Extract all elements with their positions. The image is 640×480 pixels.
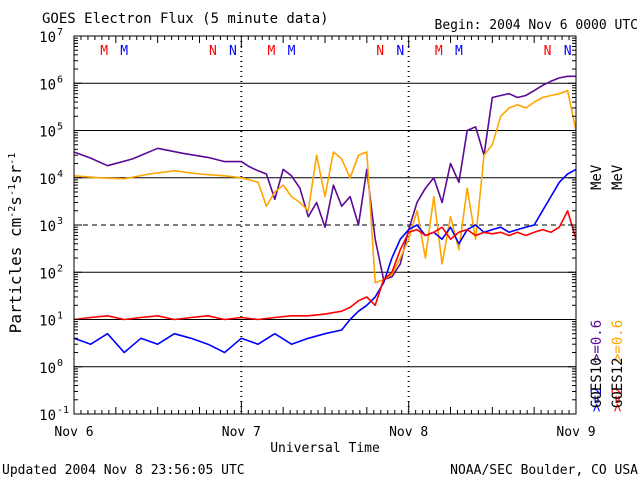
legend-unit-a-group: MeV <box>589 164 605 190</box>
y-tick-exponent: 2 <box>57 263 63 274</box>
y-tick-label: 10 <box>39 125 56 141</box>
x-tick-label: Nov 8 <box>389 425 428 440</box>
begin-time: Begin: 2004 Nov 6 0000 UTC <box>435 18 639 33</box>
mn-marker: N <box>564 44 572 59</box>
legend-sat-goes12: GOES12 <box>610 357 626 408</box>
y-tick-label: 10 <box>39 172 56 188</box>
mn-marker: M <box>455 44 463 59</box>
y-tick-exponent: 4 <box>57 169 63 180</box>
legend-sat-b-wrap: GOES12 <box>610 357 626 408</box>
legend-label-orange: >=0.6 <box>610 320 626 362</box>
y-tick-exponent: 7 <box>57 27 63 38</box>
mn-marker: M <box>100 44 108 59</box>
y-tick-label: 10 <box>39 314 56 330</box>
mn-marker: N <box>229 44 237 59</box>
grid-layer <box>74 36 576 414</box>
x-tick-label: Nov 6 <box>54 425 93 440</box>
y-tick-label: 10 <box>39 361 56 377</box>
legend-sat-a-wrap: GOES10 <box>589 357 605 408</box>
y-axis-title: Particles cm-2s-1sr-1 <box>6 153 25 334</box>
legend-unit-a: MeV <box>589 164 605 190</box>
y-tick-exponent: 6 <box>57 74 63 85</box>
legend-sat-goes10: GOES10 <box>589 357 605 408</box>
y-tick-exponent: 3 <box>57 216 63 227</box>
mn-marker: M <box>288 44 296 59</box>
x-tick-label: Nov 7 <box>222 425 261 440</box>
legend-unit-b: MeV <box>610 164 626 190</box>
chart-title: GOES Electron Flux (5 minute data) <box>42 11 329 27</box>
legend-label-purple: >=0.6 <box>589 320 605 362</box>
y-tick-label: 10 <box>39 30 56 46</box>
y-tick-exponent: 1 <box>57 311 63 322</box>
legend-energy-blue-red: >=2 <box>589 387 605 412</box>
x-tick-label: Nov 9 <box>556 425 595 440</box>
updated-time: Updated 2004 Nov 8 23:56:05 UTC <box>2 463 245 478</box>
legend-label-red: >=2 <box>610 387 626 412</box>
y-tick-exponent: 0 <box>57 358 63 369</box>
series-line-0 <box>73 75 576 281</box>
mn-marker: M <box>268 44 276 59</box>
mn-marker: N <box>209 44 217 59</box>
legend-energy-red: >=2 <box>610 387 626 412</box>
y-tick-label: 10 <box>39 266 56 282</box>
mn-marker: N <box>544 44 552 59</box>
credit-line: NOAA/SEC Boulder, CO USA <box>450 463 638 478</box>
series-line-1 <box>73 89 577 284</box>
legend-energy-orange-group: >=0.6 <box>610 320 626 362</box>
series-line-2 <box>73 168 577 354</box>
series-line-3 <box>73 210 577 321</box>
series-layer <box>73 75 577 354</box>
legend-unit-b-group: MeV <box>610 164 626 190</box>
mn-marker: N <box>396 44 404 59</box>
y-tick-label: 10 <box>39 219 56 235</box>
mn-marker: M <box>120 44 128 59</box>
legend-energy-purple-group: >=0.6 <box>589 320 605 362</box>
y-tick-exponent: 5 <box>57 122 63 133</box>
y-tick-label: 10 <box>39 77 56 93</box>
mn-marker: N <box>376 44 384 59</box>
mn-marker: M <box>435 44 443 59</box>
x-axis-title: Universal Time <box>270 441 380 456</box>
y-tick-label: 10 <box>39 408 56 424</box>
y-tick-exponent: -1 <box>57 405 69 416</box>
legend-label-blue: >=2 <box>589 387 605 412</box>
